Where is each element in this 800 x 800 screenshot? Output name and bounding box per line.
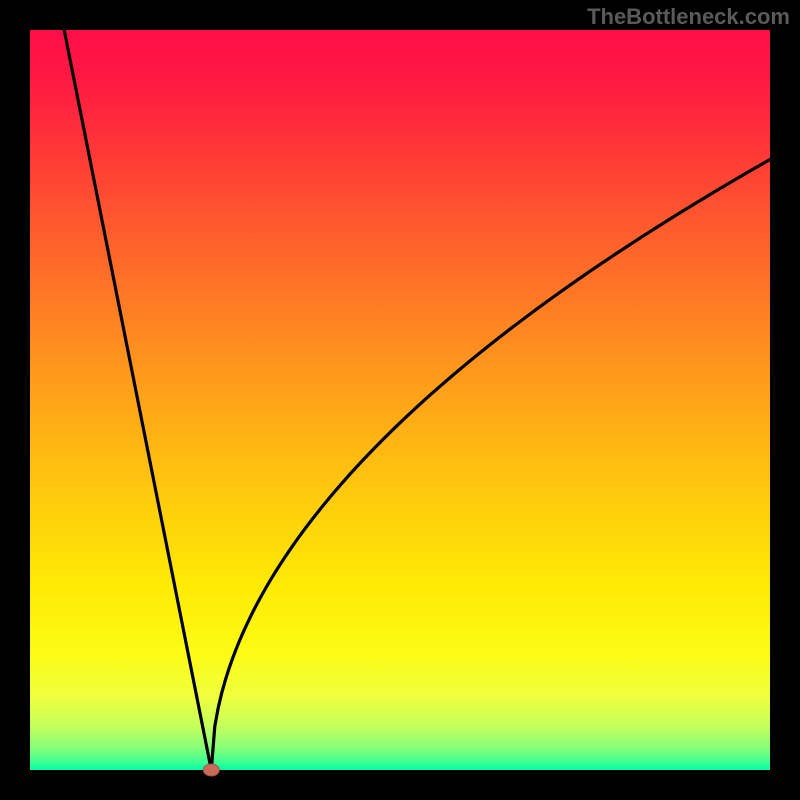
chart-canvas (0, 0, 800, 800)
watermark-text: TheBottleneck.com (587, 4, 790, 30)
chart-background-gradient (30, 30, 770, 770)
vertex-marker (203, 764, 219, 776)
bottleneck-chart: TheBottleneck.com (0, 0, 800, 800)
